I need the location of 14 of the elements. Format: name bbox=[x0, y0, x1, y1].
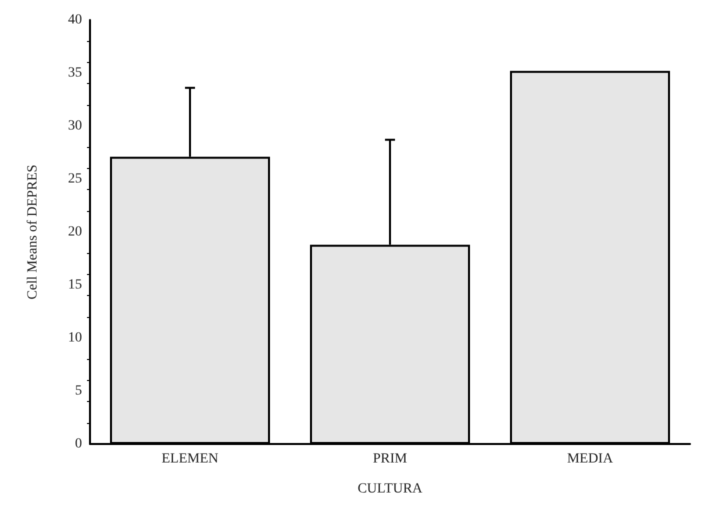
y-tick-label: 40 bbox=[68, 12, 82, 28]
x-tick-label: ELEMEN bbox=[162, 452, 218, 466]
x-tick-label: MEDIA bbox=[567, 452, 614, 466]
x-tick-label: PRIM bbox=[372, 452, 408, 466]
y-tick-label: 15 bbox=[68, 278, 82, 292]
y-axis-title: Cell Means of DEPRES bbox=[26, 164, 40, 300]
y-tick-label: 35 bbox=[68, 66, 82, 80]
y-tick-label: 10 bbox=[68, 330, 82, 346]
y-tick-label: 0 bbox=[75, 436, 82, 452]
y-tick-label: 25 bbox=[68, 172, 82, 186]
y-tick-label: 5 bbox=[75, 384, 82, 398]
y-tick-label: 20 bbox=[68, 224, 82, 240]
x-axis-title: CULTURA bbox=[358, 482, 424, 496]
y-tick-label: 30 bbox=[68, 118, 82, 134]
